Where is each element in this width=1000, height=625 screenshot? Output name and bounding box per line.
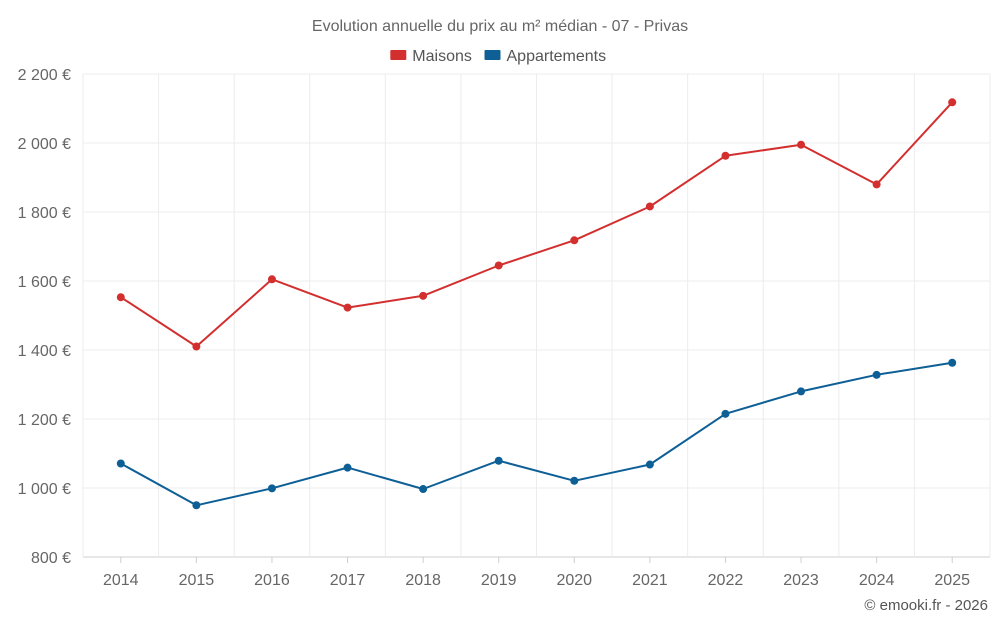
x-tick-label: 2019 <box>481 572 517 589</box>
data-point-maisons <box>948 98 957 107</box>
legend-swatch-appartements <box>484 50 501 60</box>
data-point-appartements <box>267 484 276 493</box>
legend-label-appartements: Appartements <box>507 48 607 65</box>
data-point-appartements <box>948 358 957 367</box>
y-tick-label: 1 200 € <box>18 412 71 429</box>
data-point-maisons <box>570 236 579 245</box>
x-tick-label: 2018 <box>405 572 441 589</box>
data-point-appartements <box>494 456 503 465</box>
x-tick-label: 2017 <box>330 572 366 589</box>
data-point-appartements <box>721 409 730 418</box>
axis-ticks: 800 € 1 000 € 1 200 € 1 400 € 1 600 € 1 800 €… <box>18 67 970 589</box>
data-point-maisons <box>116 293 125 302</box>
data-point-appartements <box>797 387 806 396</box>
y-tick-label: 800 € <box>31 550 71 567</box>
data-point-appartements <box>343 463 352 472</box>
legend: Maisons Appartements <box>390 48 606 65</box>
x-tick-label: 2023 <box>783 572 819 589</box>
data-point-appartements <box>645 460 654 469</box>
data-point-appartements <box>116 459 125 468</box>
legend-swatch-maisons <box>390 50 407 60</box>
data-point-maisons <box>797 140 806 149</box>
x-tick-label: 2015 <box>179 572 215 589</box>
data-point-maisons <box>343 303 352 312</box>
legend-label-maisons: Maisons <box>412 48 472 65</box>
x-tick-label: 2020 <box>556 572 592 589</box>
chart-title: Evolution annuelle du prix au m² médian … <box>312 18 688 35</box>
y-tick-label: 1 000 € <box>18 481 71 498</box>
data-point-maisons <box>267 275 276 284</box>
data-point-maisons <box>645 202 654 211</box>
data-point-maisons <box>872 180 881 189</box>
data-point-maisons <box>419 291 428 300</box>
data-point-appartements <box>419 485 428 494</box>
series-line-maisons <box>120 101 953 348</box>
y-tick-label: 2 200 € <box>18 67 71 84</box>
credit-label: © emooki.fr - 2026 <box>864 597 988 614</box>
y-tick-label: 2 000 € <box>18 136 71 153</box>
y-tick-label: 1 800 € <box>18 205 71 222</box>
series-layer <box>116 98 957 510</box>
x-tick-label: 2016 <box>254 572 290 589</box>
x-tick-label: 2021 <box>632 572 668 589</box>
y-tick-label: 1 400 € <box>18 343 71 360</box>
x-tick-label: 2014 <box>103 572 139 589</box>
x-tick-label: 2024 <box>859 572 895 589</box>
data-point-maisons <box>721 151 730 160</box>
x-tick-label: 2022 <box>708 572 744 589</box>
data-point-maisons <box>494 261 503 270</box>
series-line-appartements <box>120 361 953 507</box>
y-tick-label: 1 600 € <box>18 274 71 291</box>
data-point-maisons <box>192 342 201 351</box>
data-point-appartements <box>872 370 881 379</box>
data-point-appartements <box>570 476 579 485</box>
data-point-appartements <box>192 501 201 510</box>
grid <box>82 73 991 558</box>
x-tick-label: 2025 <box>934 572 970 589</box>
